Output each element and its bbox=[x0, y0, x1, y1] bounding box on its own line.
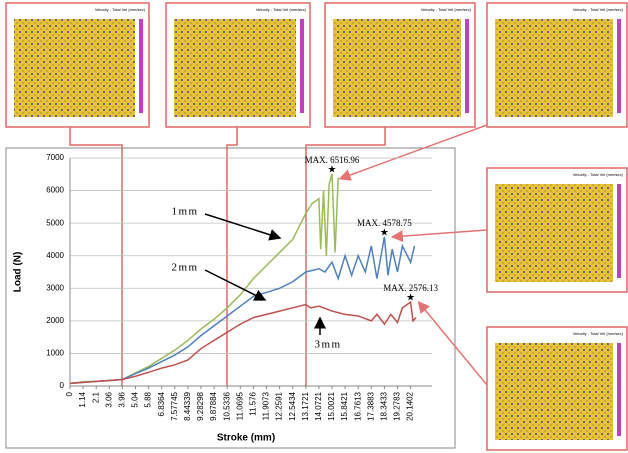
y-tick-label: 6000 bbox=[46, 186, 64, 195]
y-tick-label: 2000 bbox=[46, 316, 64, 325]
inset-image bbox=[14, 19, 135, 117]
inset-title: Velocity - Total Vel (mm/sec) bbox=[95, 7, 146, 12]
inset-colorbar bbox=[617, 343, 621, 436]
x-tick-label: 9.87884 bbox=[209, 391, 218, 420]
x-tick-label: 5.04 bbox=[131, 391, 140, 407]
y-tick-label: 7000 bbox=[46, 153, 64, 162]
x-tick-label: 15.0021 bbox=[327, 391, 336, 420]
x-tick-label: 3.06 bbox=[104, 391, 113, 407]
y-tick-label: 1000 bbox=[46, 349, 64, 358]
max-marker: ★ bbox=[328, 164, 337, 175]
inset-title: Velocity - Total Vel (mm/sec) bbox=[573, 172, 624, 177]
x-tick-label: 13.1721 bbox=[301, 391, 310, 420]
inset-title: Velocity - Total Vel (mm/sec) bbox=[256, 7, 307, 12]
max-marker: ★ bbox=[406, 293, 415, 304]
inset-title: Velocity - Total Vel (mm/sec) bbox=[573, 331, 624, 336]
x-tick-label: 14.0721 bbox=[314, 391, 323, 420]
annotation: MAX. 2576.13 bbox=[383, 283, 438, 293]
inset-colorbar bbox=[617, 19, 621, 113]
x-tick-label: 19.2783 bbox=[393, 391, 402, 420]
x-tick-label: 9.28298 bbox=[196, 391, 205, 420]
x-axis-title: Stroke (mm) bbox=[217, 433, 275, 444]
x-tick-label: 11.9073 bbox=[262, 391, 271, 420]
x-tick-label: 11.0695 bbox=[235, 391, 244, 420]
inset-title: Velocity - Total Vel (mm/sec) bbox=[421, 7, 472, 12]
y-tick-label: 5000 bbox=[46, 218, 64, 227]
inset-colorbar bbox=[139, 19, 143, 113]
x-tick-label: 3.96 bbox=[118, 391, 127, 407]
x-tick-label: 12.5434 bbox=[288, 391, 297, 420]
inset-image bbox=[333, 19, 461, 117]
series-label: 1mm bbox=[171, 206, 198, 218]
x-tick-label: 15.8421 bbox=[340, 391, 349, 420]
series-label: 2mm bbox=[171, 262, 198, 274]
x-tick-label: 11.576 bbox=[249, 391, 258, 415]
x-tick-label: 12.2591 bbox=[275, 391, 284, 420]
x-tick-label: 16.7613 bbox=[353, 391, 362, 420]
y-tick-label: 0 bbox=[60, 381, 65, 390]
inset-colorbar bbox=[465, 19, 469, 113]
x-tick-label: 20.1402 bbox=[406, 391, 415, 420]
x-tick-label: 5.88 bbox=[144, 391, 153, 407]
series-label: 3mm bbox=[314, 339, 341, 351]
x-tick-label: 8.44339 bbox=[183, 391, 192, 420]
inset-image bbox=[174, 19, 296, 117]
inset-colorbar bbox=[617, 184, 621, 278]
y-tick-label: 4000 bbox=[46, 251, 64, 260]
x-tick-label: 18.3433 bbox=[380, 391, 389, 420]
y-tick-label: 3000 bbox=[46, 283, 64, 292]
x-tick-label: 7.57745 bbox=[170, 391, 179, 420]
inset-title: Velocity - Total Vel (mm/sec) bbox=[573, 7, 624, 12]
max-marker: ★ bbox=[380, 228, 389, 239]
x-tick-label: 2.1 bbox=[91, 391, 100, 403]
y-axis-title: Load (N) bbox=[13, 252, 24, 293]
figure: Load (N) Stroke (mm) Velocity - Total Ve… bbox=[0, 0, 628, 453]
x-tick-label: 6.8364 bbox=[157, 391, 166, 416]
x-tick-label: 1.14 bbox=[78, 391, 87, 407]
annotation: MAX. 6516.96 bbox=[305, 155, 360, 165]
inset-colorbar bbox=[300, 19, 304, 113]
annotation: MAX. 4578.75 bbox=[357, 218, 412, 228]
inset-image bbox=[495, 184, 613, 282]
x-tick-label: 10.5336 bbox=[222, 391, 231, 420]
inset-image bbox=[495, 19, 613, 117]
x-tick-label: 17.3883 bbox=[366, 391, 375, 420]
x-tick-label: 0 bbox=[65, 391, 74, 396]
inset-image bbox=[495, 343, 613, 440]
